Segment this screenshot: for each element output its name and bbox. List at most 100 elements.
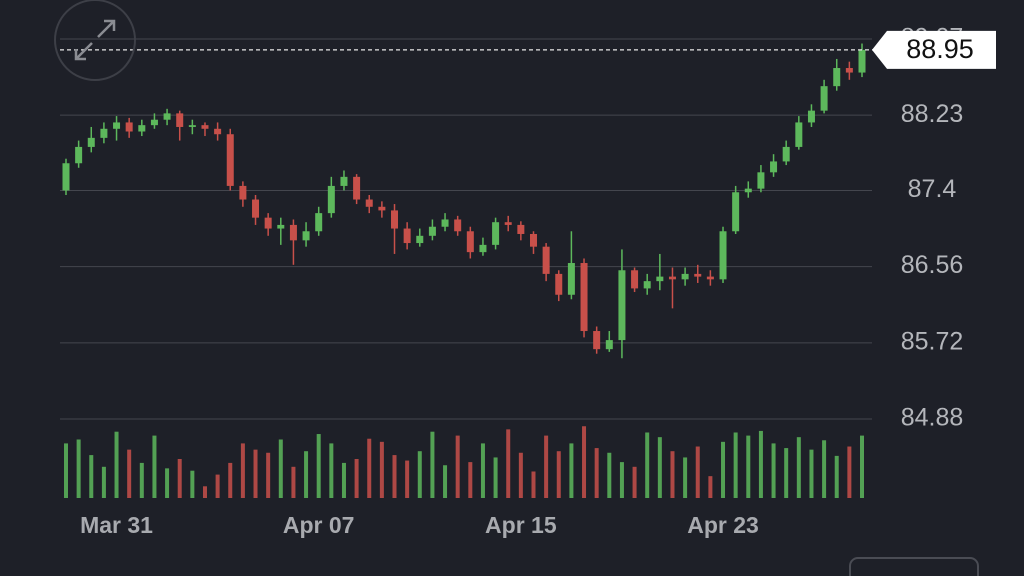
volume-bar bbox=[607, 452, 612, 498]
candle-body bbox=[125, 122, 133, 132]
volume-bar bbox=[139, 462, 144, 498]
candle-body bbox=[239, 185, 247, 200]
y-tick-label: 88.23 bbox=[901, 100, 964, 128]
volume-bar bbox=[190, 470, 195, 498]
candle-body bbox=[656, 276, 664, 282]
candle-body bbox=[479, 244, 487, 253]
volume-bar bbox=[240, 443, 245, 498]
candle-body bbox=[529, 233, 537, 247]
candle-body bbox=[732, 192, 740, 232]
candle-body bbox=[795, 122, 803, 147]
volume-bar bbox=[721, 441, 726, 498]
volume-bar bbox=[304, 451, 309, 498]
candle-body bbox=[226, 134, 234, 186]
expand-button[interactable] bbox=[54, 0, 136, 81]
x-tick-label: Apr 07 bbox=[283, 512, 355, 538]
volume-bar bbox=[392, 455, 397, 498]
candle-body bbox=[643, 281, 651, 289]
candle-body bbox=[668, 276, 676, 280]
last-price-label: 88.95 bbox=[906, 34, 974, 64]
volume-bar bbox=[594, 448, 599, 498]
volume-bar bbox=[291, 466, 296, 498]
volume-bar bbox=[152, 435, 157, 498]
volume-bar bbox=[89, 455, 94, 498]
volume-bar bbox=[64, 443, 68, 498]
candle-body bbox=[163, 113, 171, 120]
candle-body bbox=[782, 146, 790, 162]
x-tick-label: Apr 23 bbox=[687, 512, 759, 538]
candle-body bbox=[100, 128, 108, 138]
volume-bar bbox=[632, 466, 637, 498]
volume-bar bbox=[228, 462, 233, 498]
candle-body bbox=[428, 226, 436, 236]
volume-bar bbox=[518, 452, 523, 498]
volume-bar bbox=[847, 446, 852, 498]
candle-body bbox=[845, 68, 853, 73]
volume-bar bbox=[556, 451, 561, 498]
volume-bar bbox=[657, 437, 662, 498]
candle-body bbox=[214, 128, 222, 135]
candle-body bbox=[631, 270, 639, 289]
volume-bar bbox=[645, 432, 650, 498]
candle-body bbox=[416, 235, 424, 244]
volume-bar bbox=[670, 451, 675, 498]
candle-body bbox=[302, 231, 310, 241]
y-tick-label: 84.88 bbox=[901, 404, 964, 432]
volume-bar bbox=[493, 457, 498, 498]
expand-circle bbox=[54, 0, 136, 81]
candle-body bbox=[858, 49, 866, 73]
volume-bar bbox=[619, 462, 624, 498]
volume-bar bbox=[278, 439, 283, 498]
candle-body bbox=[264, 217, 272, 229]
volume-bar bbox=[708, 476, 713, 498]
candle-body bbox=[188, 125, 196, 127]
candle-body bbox=[719, 231, 727, 280]
x-tick-label: Mar 31 bbox=[80, 512, 153, 538]
volume-bar bbox=[165, 468, 170, 498]
candle-body bbox=[441, 219, 449, 227]
candle-body bbox=[833, 68, 841, 87]
candle-body bbox=[75, 146, 83, 164]
candle-body bbox=[618, 270, 626, 341]
candle-body bbox=[403, 228, 411, 244]
control-button[interactable] bbox=[849, 557, 979, 576]
candle-body bbox=[289, 224, 297, 241]
candle-body bbox=[327, 185, 335, 214]
candle-body bbox=[378, 206, 386, 211]
volume-bar bbox=[367, 438, 372, 498]
volume-bar bbox=[683, 457, 688, 498]
y-tick-label: 87.4 bbox=[908, 175, 957, 203]
volume-bar bbox=[316, 434, 321, 498]
volume-bar bbox=[860, 435, 864, 498]
y-tick-label: 86.56 bbox=[901, 251, 964, 279]
candle-body bbox=[252, 199, 260, 218]
candle-body bbox=[176, 113, 184, 127]
x-tick-label: Apr 15 bbox=[485, 512, 557, 538]
candle-body bbox=[580, 263, 588, 332]
volume-bar bbox=[114, 431, 119, 498]
volume-bar bbox=[544, 435, 549, 498]
candle-body bbox=[315, 213, 323, 232]
volume-bar bbox=[430, 431, 435, 498]
volume-bar bbox=[758, 430, 763, 498]
candle-body bbox=[277, 224, 285, 229]
volume-bar bbox=[341, 462, 346, 498]
candle-body bbox=[770, 161, 778, 173]
last-price: 88.95 bbox=[60, 30, 996, 69]
y-tick-label: 85.72 bbox=[901, 327, 964, 355]
volume-bar bbox=[253, 449, 258, 498]
volume-bar bbox=[468, 462, 473, 498]
volume-bar bbox=[354, 459, 359, 498]
candle-body bbox=[466, 231, 474, 253]
volume-bar bbox=[480, 443, 485, 498]
volume-bar bbox=[177, 459, 182, 498]
candle-body bbox=[744, 188, 752, 193]
volume-bar bbox=[443, 465, 448, 498]
volume-bar bbox=[405, 460, 410, 498]
grid bbox=[60, 38, 872, 420]
volume-bar bbox=[506, 429, 511, 498]
volume-bar bbox=[695, 446, 700, 498]
